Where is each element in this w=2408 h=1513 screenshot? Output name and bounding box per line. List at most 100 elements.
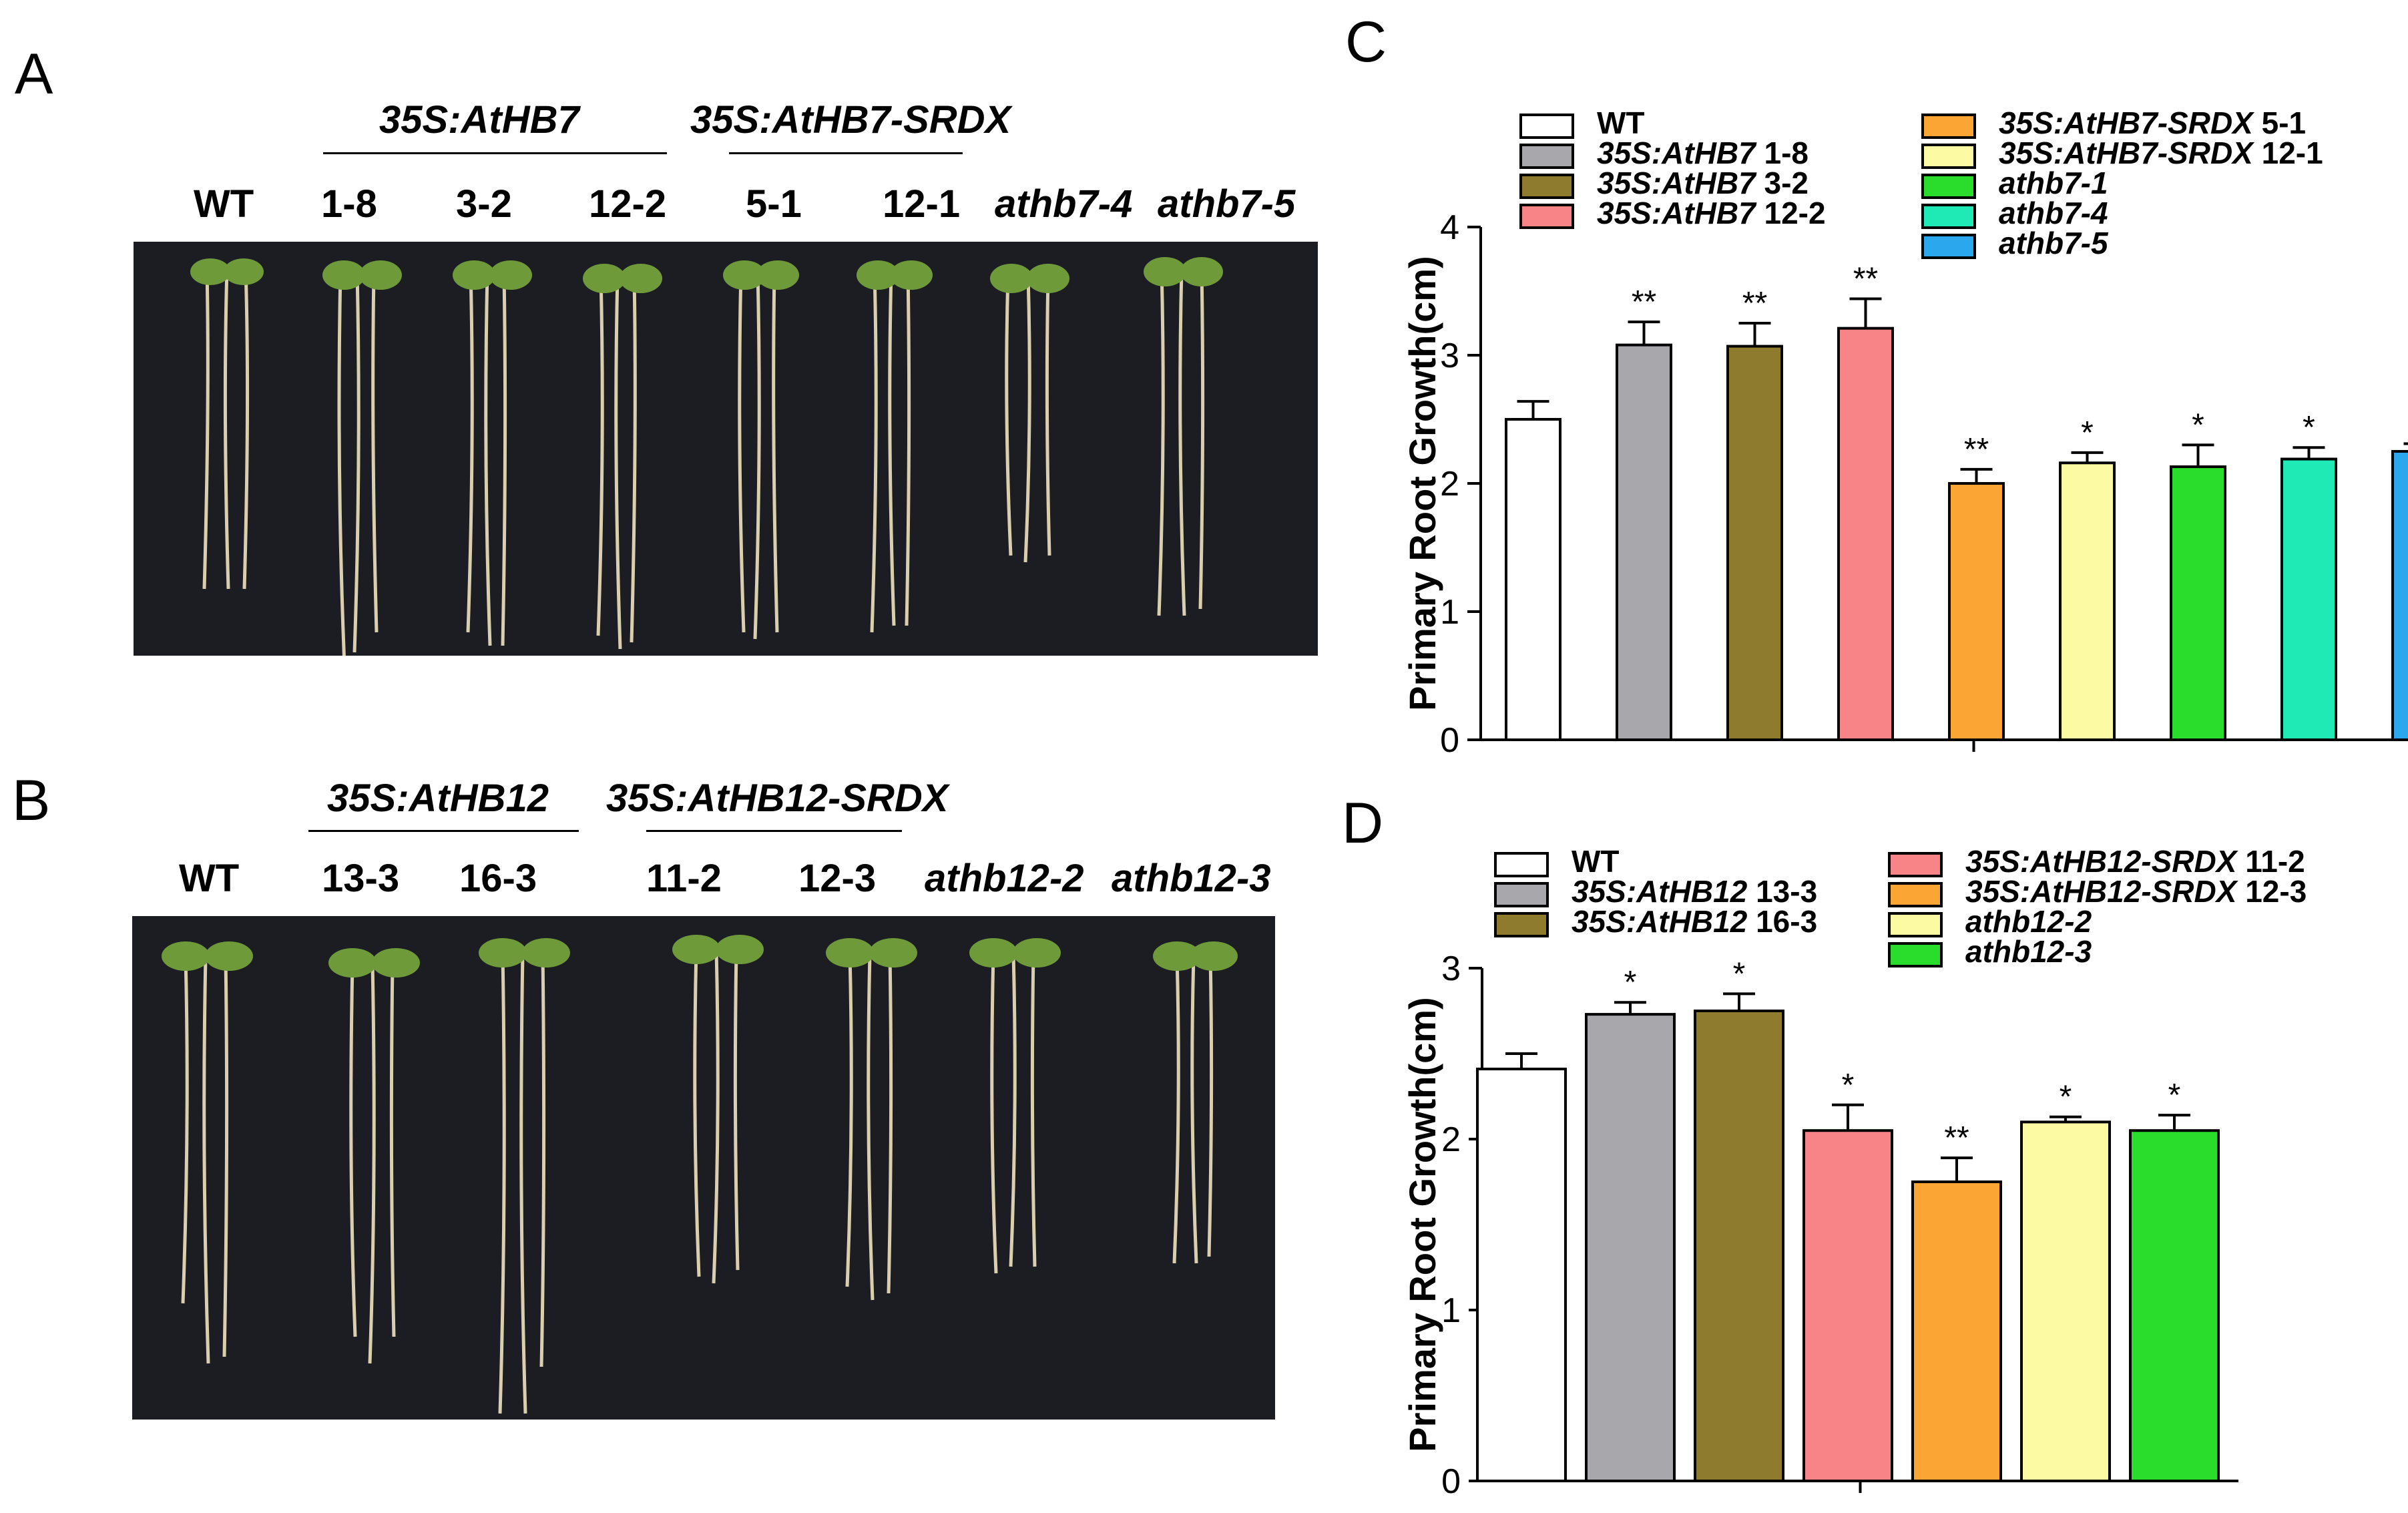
y-tick-label: 2 (1441, 1120, 1461, 1159)
bar (2391, 450, 2408, 741)
significance-label: ** (1964, 432, 1989, 467)
legend-label: 35S:AtHB7-SRDX 12-1 (1999, 136, 2323, 170)
y-tick-label: 0 (1441, 1462, 1461, 1501)
legend-label: athb12-3 (1965, 934, 2092, 969)
legend-swatch (1921, 144, 1976, 169)
panel-letter-a: A (15, 42, 53, 106)
legend-label: WT (1597, 105, 1645, 140)
y-axis-label: Primary Root Growth(cm) (1401, 256, 1443, 710)
legend-swatch (1519, 144, 1574, 169)
group-label-srdx: 35S:AtHB7-SRDX (690, 98, 1011, 142)
y-tick-label: 4 (1440, 208, 1459, 247)
bar (1911, 1180, 2002, 1482)
legend-label: 35S:AtHB7 1-8 (1597, 136, 1809, 170)
line-label: 11-2 (646, 857, 722, 900)
legend-swatch (1494, 852, 1549, 877)
y-tick-label: 1 (1440, 593, 1459, 632)
legend-label: 35S:AtHB7-SRDX 5-1 (1999, 105, 2306, 140)
legend-swatch (1519, 114, 1574, 139)
legend-label: 35S:AtHB7 12-2 (1597, 196, 1826, 230)
group-rule-srdx (729, 152, 963, 154)
significance-label: ** (1944, 1120, 1969, 1156)
group-rule-srdx (646, 830, 902, 832)
legend-swatch (1921, 114, 1976, 139)
panel-letter-c: C (1345, 10, 1387, 74)
significance-label: * (1624, 965, 1637, 1000)
legend-swatch (1921, 204, 1976, 229)
line-label: athb7-5 (1158, 182, 1296, 226)
group-rule-overexpression (323, 152, 667, 154)
bar (1948, 482, 2005, 741)
bar (1616, 343, 1672, 741)
legend-swatch (1921, 174, 1976, 199)
group-label-overexpression: 35S:AtHB7 (379, 98, 579, 142)
bar (2129, 1129, 2220, 1482)
significance-label: * (2303, 410, 2315, 445)
legend-label: 35S:AtHB12-SRDX 11-2 (1965, 844, 2305, 879)
bar (1694, 1010, 1784, 1482)
legend-label: athb7-4 (1999, 196, 2108, 230)
legend-label: WT (1572, 844, 1620, 879)
bar (2170, 465, 2226, 741)
bar (2280, 457, 2337, 742)
panel-letter-b: B (12, 769, 51, 833)
significance-label: ** (1742, 286, 1767, 321)
y-tick-label: 1 (1441, 1291, 1461, 1330)
bar (1476, 1068, 1567, 1483)
significance-label: * (2192, 407, 2204, 443)
seedling-photo-b (132, 916, 1275, 1420)
significance-label: * (2081, 415, 2094, 451)
significance-label: ** (1853, 262, 1878, 297)
line-label: 3-2 (456, 182, 512, 226)
legend-swatch (1921, 234, 1976, 259)
legend-swatch (1888, 852, 1943, 877)
group-label-overexpression: 35S:AtHB12 (327, 777, 549, 820)
legend-swatch (1494, 882, 1549, 907)
legend-swatch (1494, 912, 1549, 937)
panel-letter-d: D (1342, 791, 1383, 855)
bar (1726, 345, 1783, 741)
bar (1585, 1013, 1676, 1482)
line-label: 16-3 (459, 857, 537, 900)
line-label: 1-8 (321, 182, 377, 226)
y-tick-label: 3 (1440, 337, 1459, 375)
legend-label: 35S:AtHB12 16-3 (1572, 904, 1817, 939)
line-label: WT (194, 182, 254, 226)
significance-label: * (1842, 1068, 1855, 1103)
bar (2059, 461, 2116, 742)
line-label: 5-1 (746, 182, 802, 226)
seedling-photo-a (134, 242, 1318, 656)
group-label-srdx: 35S:AtHB12-SRDX (606, 777, 949, 820)
legend-label: athb7-5 (1999, 226, 2109, 260)
legend-swatch (1519, 174, 1574, 199)
line-label: WT (179, 857, 240, 900)
y-tick-label: 3 (1441, 949, 1461, 988)
line-label: 13-3 (322, 857, 400, 900)
bar (2020, 1120, 2111, 1482)
legend-label: 35S:AtHB7 3-2 (1597, 166, 1809, 200)
legend-swatch (1888, 942, 1943, 967)
significance-label: ** (1632, 284, 1656, 320)
legend-label: 35S:AtHB12 13-3 (1572, 874, 1817, 909)
line-label: athb12-2 (925, 857, 1084, 900)
significance-label: * (2168, 1078, 2181, 1113)
line-label: 12-2 (589, 182, 667, 226)
legend-swatch (1888, 912, 1943, 937)
y-tick-label: 0 (1440, 721, 1459, 760)
group-rule-overexpression (308, 830, 579, 832)
legend-swatch (1519, 204, 1574, 229)
line-label: athb7-4 (995, 182, 1133, 226)
y-axis-label: Primary Root Growth(cm) (1401, 997, 1443, 1452)
line-label: 12-3 (798, 857, 877, 900)
significance-label: * (2060, 1080, 2072, 1115)
legend-swatch (1888, 882, 1943, 907)
legend-label: athb7-1 (1999, 166, 2108, 200)
y-tick-label: 2 (1440, 465, 1459, 503)
line-label: 12-1 (883, 182, 961, 226)
legend-label: 35S:AtHB12-SRDX 12-3 (1965, 874, 2307, 909)
seedlings-b (162, 935, 1238, 1414)
line-label: athb12-3 (1112, 857, 1271, 900)
seedlings-a (190, 257, 1223, 656)
bar (1802, 1129, 1893, 1482)
